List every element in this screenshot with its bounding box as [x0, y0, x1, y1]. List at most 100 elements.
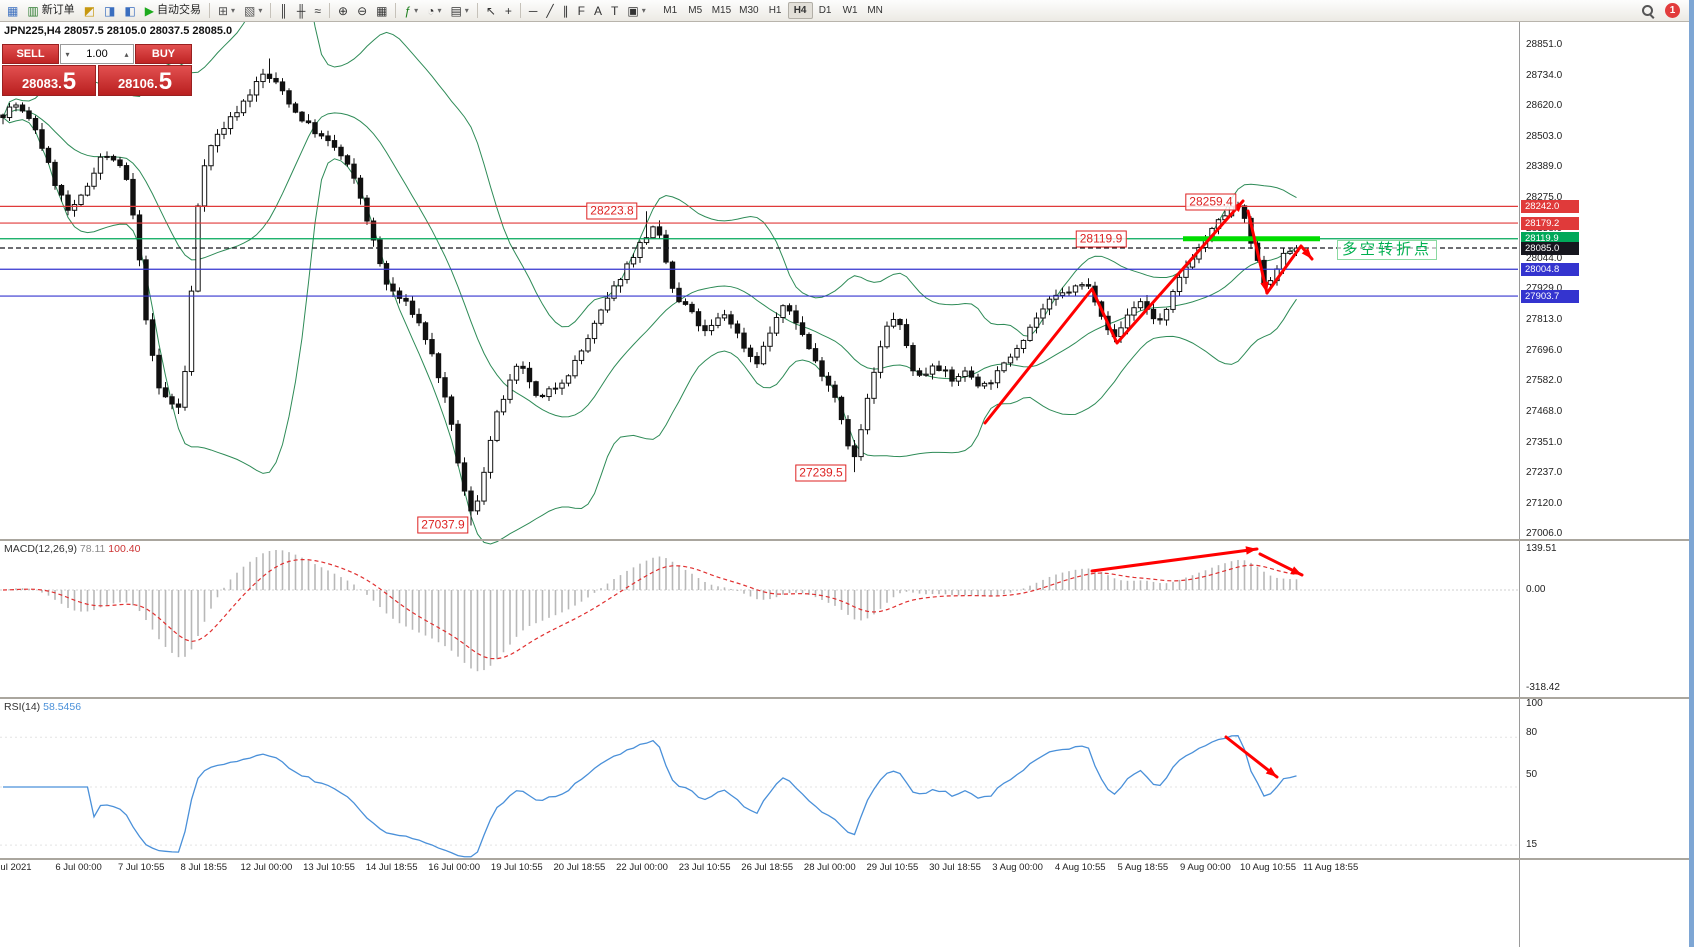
- price-tick-label: 28389.0: [1526, 161, 1563, 173]
- price-annotation[interactable]: 27037.9: [417, 516, 469, 534]
- price-tick-label: 28620.0: [1526, 100, 1563, 112]
- price-tick-label: 27237.0: [1526, 466, 1563, 478]
- time-tick-label: 16 Jul 00:00: [428, 862, 481, 873]
- price-level-badge: 28242.0: [1521, 199, 1579, 213]
- autotrade-button[interactable]: ▶ 自动交易: [141, 1, 205, 20]
- one-click-trading-panel: SELL ▾ ▴ BUY 28083.5 28106.5: [2, 44, 192, 96]
- market-watch-button[interactable]: ◩: [80, 1, 99, 20]
- toolbar-separator: [476, 3, 478, 18]
- zoom-out-button[interactable]: ⊖: [353, 1, 371, 20]
- line-chart-button[interactable]: ≈: [310, 1, 325, 20]
- symbol-ohlc-label: JPN225,H4 28057.5 28105.0 28037.5 28085.…: [4, 25, 232, 37]
- toolbar-separator: [208, 3, 210, 18]
- label-button[interactable]: T: [607, 1, 622, 20]
- trendline-button[interactable]: ╱: [542, 1, 557, 20]
- channel-button[interactable]: ∥: [559, 1, 573, 20]
- timeframe-h1[interactable]: H1: [763, 2, 788, 19]
- new-order-button[interactable]: ▥ 新订单: [23, 1, 78, 20]
- macd-value-signal: 100.40: [108, 543, 141, 555]
- text-button[interactable]: A: [590, 1, 606, 20]
- price-annotation[interactable]: 28223.8: [586, 202, 638, 220]
- profiles-button[interactable]: ▧ ▾: [240, 1, 266, 20]
- turning-point-label[interactable]: 多空转折点: [1337, 240, 1438, 260]
- price-axis[interactable]: 28851.0 28734.0 28620.0 28503.0 28389.0 28275…: [1519, 22, 1689, 947]
- notification-badge[interactable]: 1: [1665, 3, 1680, 18]
- macd-rsi-splitter[interactable]: [0, 697, 1689, 699]
- buy-button[interactable]: BUY: [135, 44, 192, 64]
- cursor-icon: ↖: [485, 3, 496, 18]
- time-tick-label: 19 Jul 10:55: [490, 862, 543, 873]
- price-tick-label: 27929.0: [1526, 283, 1562, 295]
- zoom-in-button[interactable]: ⊕: [334, 1, 352, 20]
- dropdown-arrow-icon: ▾: [464, 6, 469, 15]
- new-chart-button[interactable]: ⊞ ▾: [214, 1, 239, 20]
- price-tick-label: 28275.0: [1526, 191, 1563, 203]
- timeframe-toolbar: M1 M5 M15 M30 H1 H4 D1 W1 MN: [658, 2, 888, 19]
- timeframe-m1[interactable]: M1: [658, 2, 683, 19]
- price-annotation[interactable]: 28259.4: [1185, 193, 1237, 211]
- candlestick-chart-icon: ╫: [296, 3, 306, 18]
- objects-button[interactable]: ▣ ▾: [623, 1, 649, 20]
- time-tick-label: 14 Jul 18:55: [365, 862, 418, 873]
- price-annotation[interactable]: 28119.9: [1075, 230, 1127, 248]
- time-tick-label: 26 Jul 18:55: [741, 862, 794, 873]
- volume-stepper[interactable]: ▾ ▴: [60, 44, 134, 64]
- price-tick-label: 27468.0: [1526, 405, 1563, 417]
- terminal-button[interactable]: ▦: [3, 1, 22, 20]
- periods-icon: ◔: [427, 3, 435, 18]
- timeframe-d1[interactable]: D1: [813, 2, 838, 19]
- candlestick-chart-button[interactable]: ╫: [293, 1, 310, 20]
- navigator-button[interactable]: ◧: [120, 1, 139, 20]
- time-tick-label: 7 Jul 10:55: [117, 862, 165, 873]
- label-icon: T: [611, 3, 619, 18]
- objects-icon: ▣: [627, 3, 639, 18]
- macd-indicator-label: MACD(12,26,9) 78.11 100.40: [4, 543, 140, 555]
- autotrade-icon: ▶: [144, 3, 154, 18]
- toolbar-right: 1: [1641, 3, 1686, 18]
- sell-price-main: 28083.: [21, 76, 62, 92]
- periods-button[interactable]: ◔ ▾: [423, 1, 445, 20]
- indicators-button[interactable]: ƒ ▾: [400, 1, 422, 20]
- macd-scale-label: -318.42: [1526, 682, 1560, 693]
- fibonacci-icon: F: [577, 3, 585, 18]
- rsi-timeaxis-splitter[interactable]: [0, 858, 1689, 860]
- buy-price-main: 28106.: [117, 76, 158, 92]
- channel-icon: ∥: [562, 3, 569, 18]
- search-icon[interactable]: [1641, 4, 1655, 18]
- sell-button[interactable]: SELL: [2, 44, 59, 64]
- buy-price-big-digit: 5: [158, 68, 173, 96]
- price-tick-label: 27120.0: [1526, 497, 1563, 509]
- hline-button[interactable]: ─: [525, 1, 542, 20]
- line-chart-icon: ≈: [314, 3, 322, 18]
- profiles-icon: ▧: [244, 3, 256, 18]
- timeframe-mn[interactable]: MN: [863, 2, 888, 19]
- sell-price-button[interactable]: 28083. 5: [2, 65, 96, 96]
- volume-decrease-icon[interactable]: ▾: [65, 49, 70, 59]
- time-tick-label: ul 2021: [0, 862, 32, 873]
- bar-chart-button[interactable]: ║: [275, 1, 292, 20]
- timeframe-m15[interactable]: M15: [708, 2, 735, 19]
- time-tick-label: 13 Jul 10:55: [303, 862, 355, 873]
- templates-button[interactable]: ▤ ▾: [446, 1, 472, 20]
- timeframe-w1[interactable]: W1: [838, 2, 863, 19]
- tile-windows-button[interactable]: ▦: [372, 1, 391, 20]
- volume-input[interactable]: [74, 47, 120, 61]
- crosshair-button[interactable]: +: [501, 1, 516, 20]
- dropdown-arrow-icon: ▾: [641, 6, 646, 15]
- timeframe-h4[interactable]: H4: [787, 2, 813, 19]
- price-annotation[interactable]: 27239.5: [795, 464, 847, 482]
- crosshair-icon: +: [504, 3, 512, 18]
- timeframe-m5[interactable]: M5: [683, 2, 708, 19]
- trade-panel-price-row: 28083. 5 28106. 5: [2, 65, 192, 96]
- chart-macd-splitter[interactable]: [0, 539, 1689, 541]
- fibonacci-button[interactable]: F: [574, 1, 589, 20]
- price-tick-label: 27813.0: [1526, 314, 1563, 326]
- price-tick-label: 27351.0: [1526, 436, 1563, 448]
- data-window-button[interactable]: ◨: [100, 1, 119, 20]
- volume-increase-icon[interactable]: ▴: [124, 49, 129, 59]
- cursor-button[interactable]: ↖: [482, 1, 500, 20]
- buy-price-button[interactable]: 28106. 5: [98, 65, 192, 96]
- timeframe-m30[interactable]: M30: [735, 2, 762, 19]
